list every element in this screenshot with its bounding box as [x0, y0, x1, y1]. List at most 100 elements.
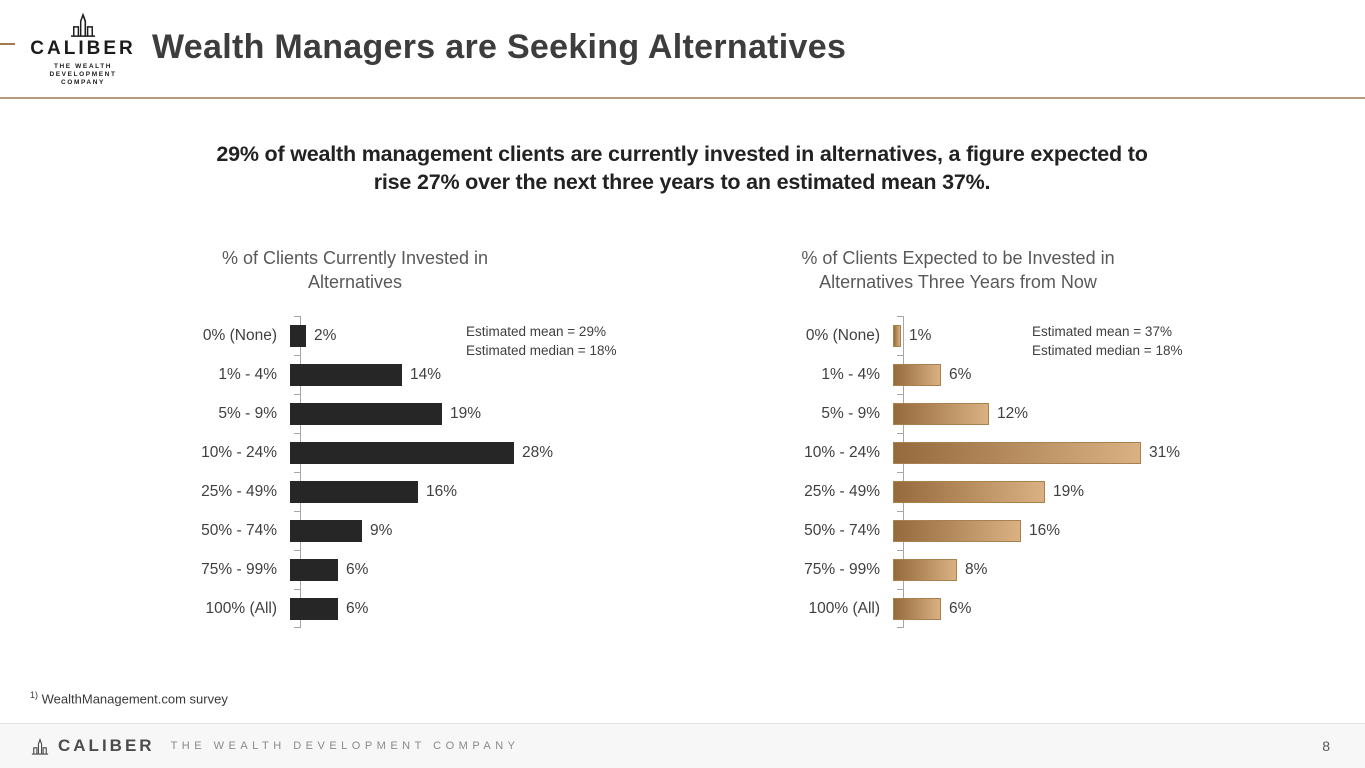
chart-expected-invested: % of Clients Expected to be Invested in … [753, 240, 1268, 635]
stats-annotation: Estimated mean = 29% Estimated median = … [466, 324, 617, 358]
category-label: 25% - 49% [804, 482, 880, 500]
chart-currently-invested: % of Clients Currently Invested in Alter… [150, 240, 665, 635]
footer-caliber-logo: CALIBER THE WEALTH DEVELOPMENT COMPANY [30, 736, 519, 756]
category-label: 5% - 9% [821, 404, 880, 422]
axis-tick [294, 433, 300, 434]
bar-row: 50% - 74% 16% [753, 511, 1268, 550]
bar-row: 100% (All) 6% [753, 589, 1268, 628]
axis-tick [897, 627, 903, 628]
category-label: 25% - 49% [201, 482, 277, 500]
axis-tick [897, 511, 903, 512]
bar-row: 0% (None) 1% [753, 316, 1268, 355]
axis-tick [294, 550, 300, 551]
value-label: 6% [346, 599, 369, 617]
bar-row: 5% - 9% 19% [150, 394, 665, 433]
bar-row: 1% - 4% 6% [753, 355, 1268, 394]
value-label: 28% [522, 443, 554, 461]
plot-area: 0% (None) 2% 1% - 4% 14% 5% - 9% 19% 10% - 24%… [150, 316, 665, 628]
axis-tick [294, 589, 300, 590]
bar [893, 363, 941, 386]
caliber-logo: CALIBER THE WEALTH DEVELOPMENT COMPANY [26, 13, 140, 87]
value-label: 1% [909, 326, 932, 344]
bar-row: 75% - 99% 8% [753, 550, 1268, 589]
category-label: 50% - 74% [804, 521, 880, 539]
axis-tick [294, 394, 300, 395]
value-label: 19% [450, 404, 482, 422]
bar-row: 50% - 74% 9% [150, 511, 665, 550]
footnote-text: WealthManagement.com survey [41, 691, 228, 707]
bar-row: 25% - 49% 16% [150, 472, 665, 511]
bar [893, 519, 1021, 542]
bar [290, 519, 362, 542]
category-label: 0% (None) [202, 326, 277, 344]
bar [290, 480, 418, 503]
value-label: 6% [949, 599, 972, 617]
category-label: 1% - 4% [821, 365, 880, 383]
footer-wordmark: CALIBER [58, 736, 155, 755]
chart-title: % of Clients Expected to be Invested in … [801, 248, 1115, 292]
axis-tick [294, 627, 300, 628]
building-icon [71, 13, 95, 37]
bar [290, 597, 338, 620]
category-label: 50% - 74% [201, 521, 277, 539]
axis-tick [897, 316, 903, 317]
bar-row: 10% - 24% 28% [150, 433, 665, 472]
axis-tick [897, 433, 903, 434]
bar [290, 402, 442, 425]
axis-tick [294, 511, 300, 512]
category-label: 1% - 4% [218, 365, 277, 383]
value-label: 19% [1053, 482, 1085, 500]
axis-tick [897, 589, 903, 590]
category-axis [903, 316, 904, 628]
logo-wordmark: CALIBER [30, 38, 136, 59]
category-axis [300, 316, 301, 628]
value-label: 12% [997, 404, 1029, 422]
plot-area: 0% (None) 1% 1% - 4% 6% 5% - 9% 12% 10% - 24% 3… [753, 316, 1268, 628]
source-footnote: 1) WealthManagement.com survey [30, 690, 228, 706]
category-label: 10% - 24% [804, 443, 880, 461]
value-label: 2% [314, 326, 337, 344]
bar [893, 402, 989, 425]
axis-tick [897, 472, 903, 473]
axis-tick [897, 355, 903, 356]
bar-row: 25% - 49% 19% [753, 472, 1268, 511]
axis-tick [897, 550, 903, 551]
chart-title: % of Clients Currently Invested in Alter… [221, 248, 489, 292]
bar-row: 5% - 9% 12% [753, 394, 1268, 433]
category-label: 100% (All) [808, 599, 881, 617]
value-label: 16% [426, 482, 458, 500]
bar-row: 1% - 4% 14% [150, 355, 665, 394]
footer-tagline: THE WEALTH DEVELOPMENT COMPANY [170, 740, 520, 752]
bar-row: 0% (None) 2% [150, 316, 665, 355]
bar [893, 480, 1045, 503]
bar-row: 100% (All) 6% [150, 589, 665, 628]
header-accent-dash [0, 43, 15, 45]
footnote-marker: 1) [30, 690, 39, 700]
category-label: 0% (None) [805, 326, 880, 344]
building-icon [31, 737, 49, 755]
bar [893, 441, 1141, 464]
bar [290, 441, 514, 464]
bar-row: 10% - 24% 31% [753, 433, 1268, 472]
value-label: 6% [346, 560, 369, 578]
value-label: 14% [410, 365, 442, 383]
value-label: 8% [965, 560, 988, 578]
category-label: 75% - 99% [201, 560, 277, 578]
bar-row: 75% - 99% 6% [150, 550, 665, 589]
axis-tick [897, 394, 903, 395]
bar [893, 597, 941, 620]
value-label: 16% [1029, 521, 1061, 539]
bar [290, 363, 402, 386]
bar [290, 324, 306, 347]
category-label: 5% - 9% [218, 404, 277, 422]
value-label: 9% [370, 521, 393, 539]
category-label: 10% - 24% [201, 443, 277, 461]
value-label: 31% [1149, 443, 1181, 461]
slide-footer: CALIBER THE WEALTH DEVELOPMENT COMPANY 8 [0, 723, 1365, 768]
bar [893, 324, 901, 347]
axis-tick [294, 355, 300, 356]
header-divider [0, 97, 1365, 99]
category-label: 100% (All) [205, 599, 278, 617]
key-statement: 29% of wealth management clients are cur… [216, 142, 1148, 194]
logo-tagline: THE WEALTH DEVELOPMENT COMPANY [49, 63, 117, 86]
